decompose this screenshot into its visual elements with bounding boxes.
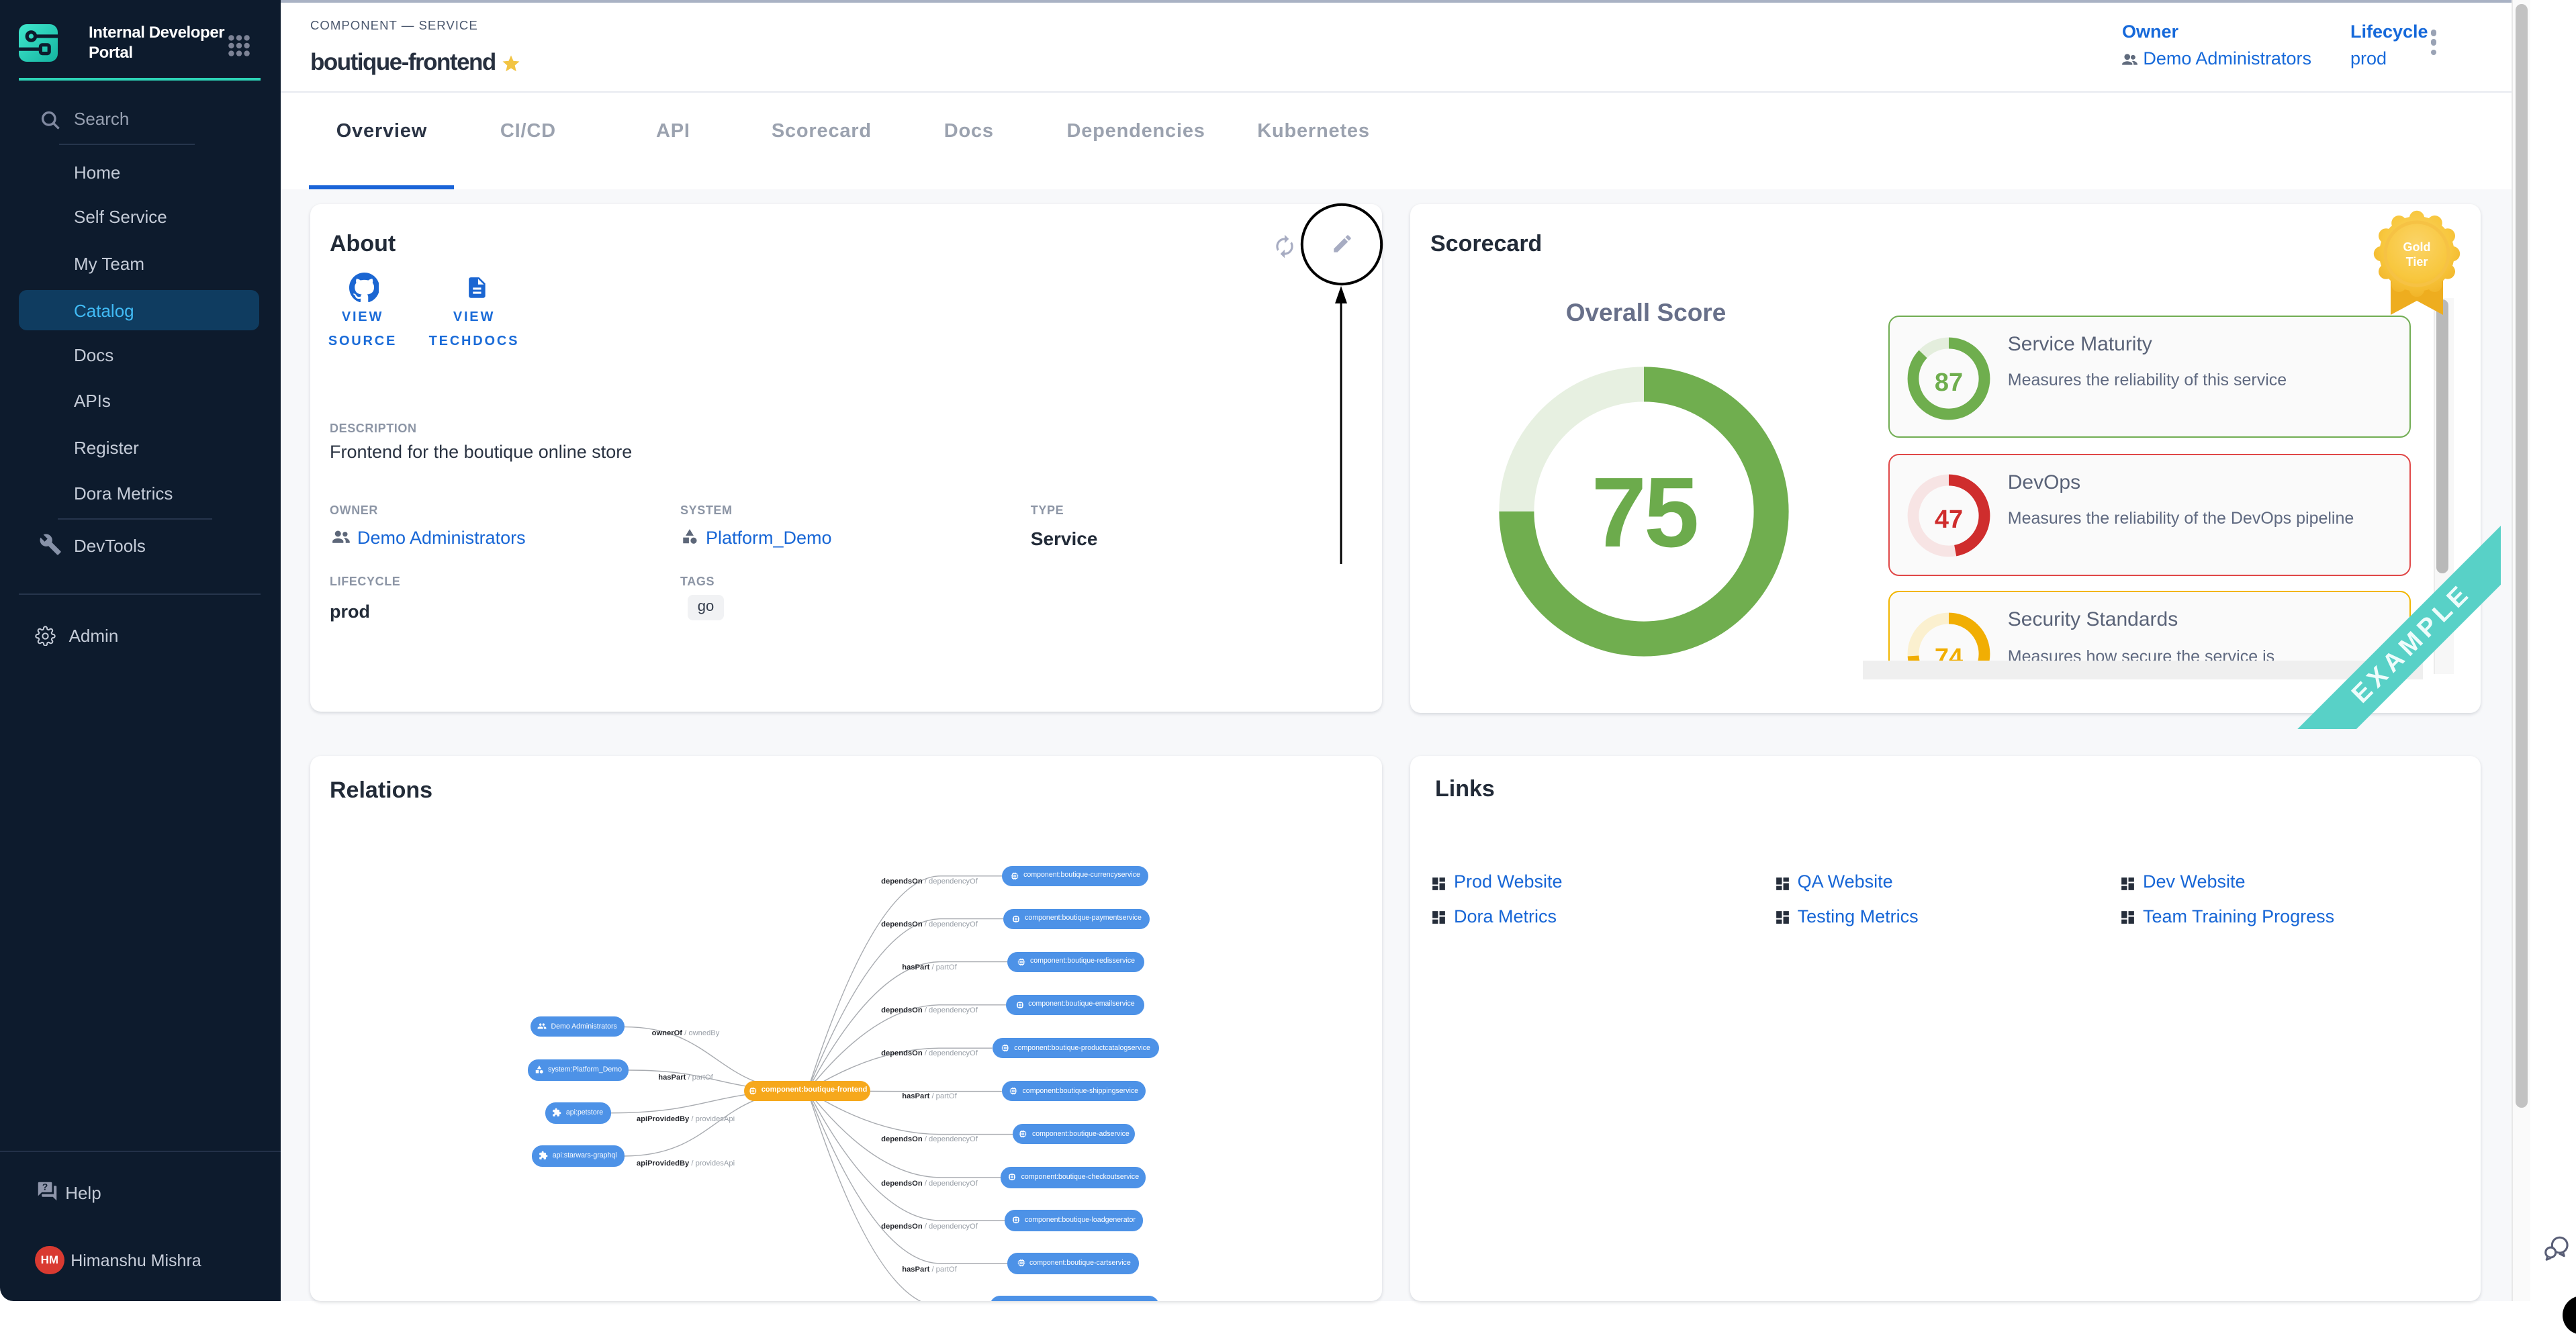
svg-text:Gold: Gold [2403, 240, 2431, 254]
svg-text:75: 75 [1592, 457, 1697, 567]
svg-text:87: 87 [1935, 368, 1963, 396]
svg-text:?: ? [42, 1182, 47, 1192]
svg-text:47: 47 [1935, 506, 1963, 534]
svg-text:74: 74 [1935, 644, 1963, 661]
svg-text:Tier: Tier [2406, 255, 2428, 269]
